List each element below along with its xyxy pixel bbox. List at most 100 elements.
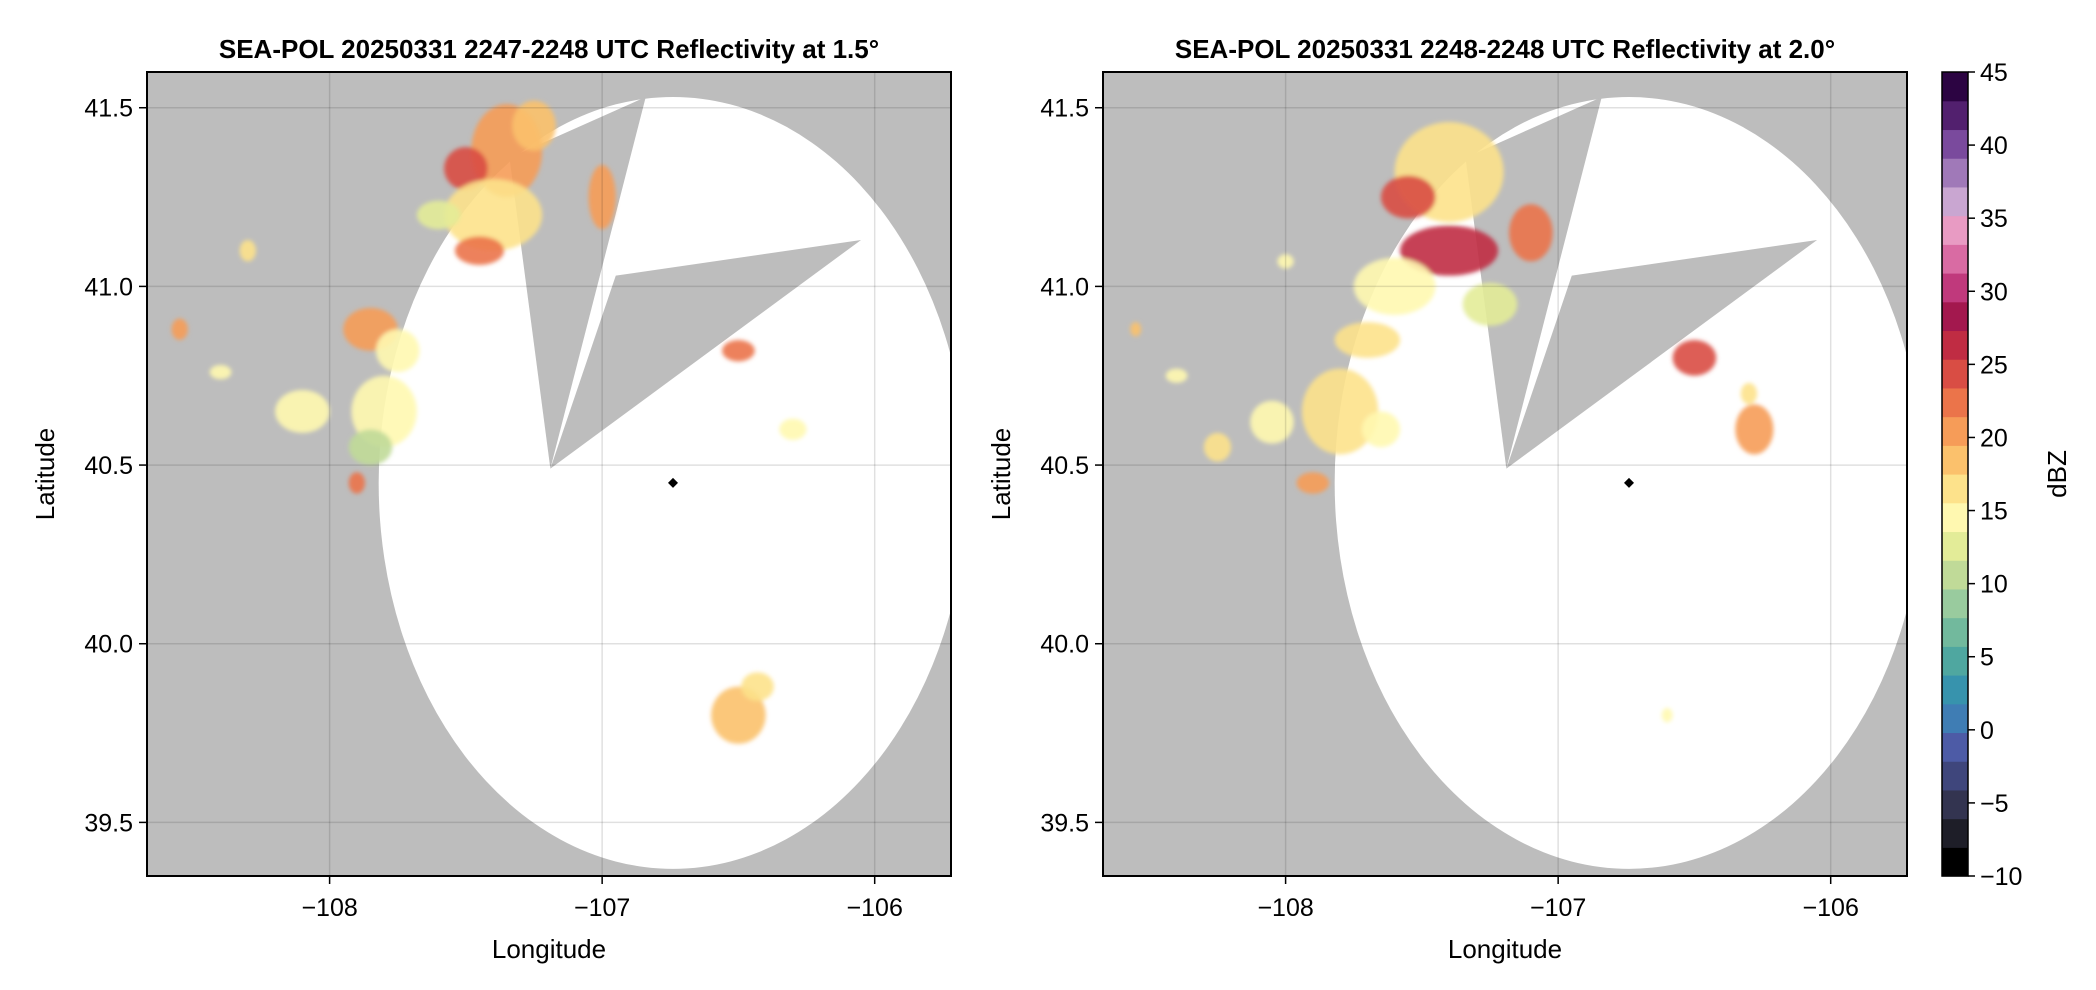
blocked-sector-northeast <box>1506 239 1818 469</box>
colorbar-segment <box>1942 129 1968 159</box>
echo-cell <box>1735 404 1774 455</box>
echo-cell <box>1165 368 1188 383</box>
echo-cell <box>1462 282 1518 326</box>
panel-1-gridlines <box>147 72 951 876</box>
colorbar-segment <box>1942 789 1968 820</box>
colorbar-tick-label: 40 <box>1980 132 2008 160</box>
echo-cell <box>239 239 257 262</box>
echo-cell <box>1334 322 1401 358</box>
panel-elev-2-0: SEA-POL 20250331 2248-2248 UTC Reflectiv… <box>986 34 1908 964</box>
echo-cell <box>1400 225 1499 276</box>
echo-cell <box>1509 204 1553 262</box>
echo-cell <box>1661 708 1673 723</box>
colorbar-segment <box>1942 416 1968 446</box>
echo-cell <box>1250 400 1294 444</box>
coverage-disk <box>378 97 951 869</box>
echo-cell <box>444 179 543 251</box>
colorbar-segment <box>1942 474 1968 504</box>
colorbar-segment <box>1942 646 1968 676</box>
colorbar-tick-label: 0 <box>1980 717 1994 745</box>
x-tick-label: −107 <box>1530 894 1586 922</box>
colorbar-segment <box>1942 359 1968 389</box>
colorbar-tick-label: 20 <box>1980 424 2008 452</box>
colorbar-segment <box>1942 330 1968 360</box>
colorbar-segments <box>1942 72 1968 877</box>
y-tick-label: 40.5 <box>1040 452 1089 480</box>
colorbar-segment <box>1942 215 1968 245</box>
y-tick-label: 41.0 <box>1040 273 1089 301</box>
colorbar-segment <box>1942 445 1968 475</box>
echo-cell <box>741 672 774 701</box>
colorbar-segment <box>1942 387 1968 418</box>
colorbar-label: dBZ <box>2042 450 2072 498</box>
colorbar-segment <box>1942 244 1968 274</box>
panel-2-title: SEA-POL 20250331 2248-2248 UTC Reflectiv… <box>1175 34 1835 64</box>
echo-cell <box>1380 175 1436 219</box>
colorbar-tick-label: 10 <box>1980 571 2008 599</box>
echo-cell <box>1203 432 1232 462</box>
panel-1-y-axis-label: Latitude <box>30 428 60 521</box>
panel-1-radar-site-marker <box>668 477 679 488</box>
echo-cell <box>209 365 232 380</box>
panel-elev-1-5: SEA-POL 20250331 2247-2248 UTC Reflectiv… <box>30 34 952 964</box>
echo-cell <box>348 472 366 494</box>
colorbar-tick-label: 35 <box>1980 205 2008 233</box>
colorbar-tick-label: 25 <box>1980 351 2008 379</box>
x-tick-label: −108 <box>1257 894 1313 922</box>
x-tick-label: −107 <box>574 894 630 922</box>
y-tick-label: 41.0 <box>84 273 133 301</box>
y-tick-label: 41.5 <box>84 95 133 123</box>
colorbar-frame <box>1941 71 1969 877</box>
y-tick-label: 41.5 <box>1040 95 1089 123</box>
colorbar-tick-label: 15 <box>1980 498 2008 526</box>
panel-2-x-axis-label: Longitude <box>1448 934 1562 964</box>
panel-2-ticks: −108 −107 −106 39.5 40.0 40.5 41.0 41.5 <box>1040 95 1859 922</box>
y-tick-label: 39.5 <box>1040 809 1089 837</box>
echo-cell <box>444 147 488 190</box>
echo-cell <box>722 340 755 362</box>
colorbar-tick-label: 45 <box>1980 59 2008 87</box>
colorbar-segment <box>1942 761 1968 791</box>
echo-cell <box>454 236 505 265</box>
colorbar-segment <box>1942 818 1968 848</box>
colorbar-segment <box>1942 675 1968 705</box>
y-tick-label: 40.0 <box>1040 631 1089 659</box>
radar-site-diamond <box>1624 477 1635 488</box>
panel-1-ticks: −108 −107 −106 39.5 40.0 40.5 41.0 41.5 <box>84 95 903 922</box>
echo-cell <box>779 418 807 441</box>
y-tick-label: 39.5 <box>84 809 133 837</box>
colorbar-segment <box>1942 186 1968 217</box>
panel-2-frame <box>1102 71 1908 877</box>
x-tick-label: −108 <box>301 894 357 922</box>
echo-cell <box>351 375 417 448</box>
echo-cell <box>171 318 188 340</box>
x-tick-label: −106 <box>1803 894 1859 922</box>
colorbar-segment <box>1942 301 1968 332</box>
echo-cell <box>512 100 556 151</box>
echo-cell <box>375 329 420 373</box>
blocked-sector-northeast <box>550 239 862 469</box>
panel-1-reflectivity-echoes <box>171 100 807 744</box>
colorbar-tick-label: −5 <box>1980 790 2009 818</box>
echo-cell <box>1361 411 1401 448</box>
panel-2-gridlines <box>1103 72 1907 876</box>
colorbar-segment <box>1942 502 1968 533</box>
echo-cell <box>1353 257 1436 315</box>
panel-2-y-axis-label: Latitude <box>986 428 1016 521</box>
echo-cell <box>1301 368 1379 455</box>
colorbar-segment <box>1942 560 1968 590</box>
echo-cell <box>348 429 393 466</box>
echo-cell <box>1130 322 1142 337</box>
colorbar-segment <box>1942 617 1968 647</box>
panel-1-frame <box>146 71 952 877</box>
echo-cell <box>1672 340 1717 376</box>
echo-cell <box>1277 254 1294 269</box>
colorbar-ticks: −10 −5 0 5 10 15 20 25 30 35 40 45 <box>1968 59 2022 891</box>
echo-cell <box>711 686 766 744</box>
radar-site-diamond <box>668 477 679 488</box>
panel-1-x-axis-label: Longitude <box>492 934 606 964</box>
y-tick-label: 40.5 <box>84 452 133 480</box>
panel-2-radar-site-marker <box>1624 477 1635 488</box>
colorbar-segment <box>1942 531 1968 561</box>
